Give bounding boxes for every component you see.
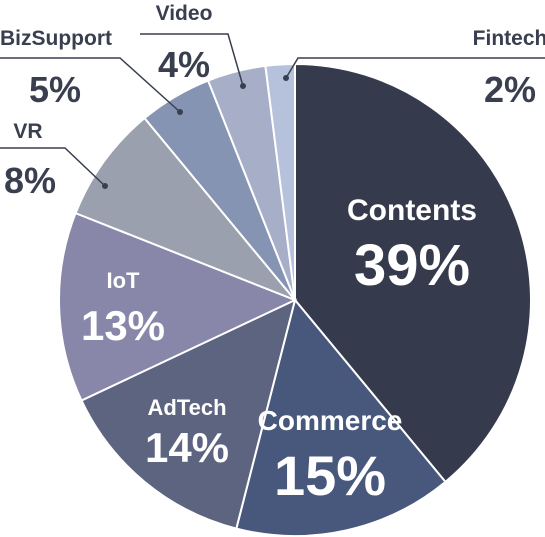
leader-dot-fintech	[283, 75, 289, 81]
pie-slice-commerce	[235, 297, 447, 537]
leader-line-vr	[0, 147, 106, 187]
pie-slice-contents	[294, 62, 532, 484]
slice-label-commerce: Commerce	[258, 405, 403, 436]
pie-slice-vr	[74, 116, 296, 301]
slice-value-adtech: 14%	[145, 424, 229, 471]
slice-value-fintech: 2%	[484, 69, 536, 110]
slice-value-bizsupport: 5%	[29, 69, 81, 110]
leader-dot-bizsupport	[177, 109, 183, 115]
leader-dot-vr	[102, 183, 108, 189]
slice-value-iot: 13%	[81, 302, 165, 349]
slice-label-iot: IoT	[107, 268, 141, 293]
slice-value-commerce: 15%	[274, 444, 386, 507]
slice-label-fintech: Fintech	[473, 27, 545, 50]
slice-value-vr: 8%	[4, 160, 56, 201]
leader-line-bizsupport	[0, 57, 181, 113]
leader-line-fintech	[285, 57, 545, 79]
pie-slice-adtech	[80, 298, 297, 530]
leader-line-video	[140, 33, 244, 87]
slice-label-adtech: AdTech	[147, 395, 226, 420]
slice-label-contents: Contents	[347, 194, 477, 227]
leader-dot-video	[240, 83, 246, 89]
slice-label-video: Video	[156, 2, 213, 25]
slice-label-vr: VR	[13, 120, 42, 143]
pie-slice-iot	[58, 211, 298, 402]
slice-label-bizsupport: BizSupport	[0, 27, 112, 50]
slice-value-video: 4%	[158, 44, 210, 85]
slice-value-contents: 39%	[354, 233, 470, 298]
